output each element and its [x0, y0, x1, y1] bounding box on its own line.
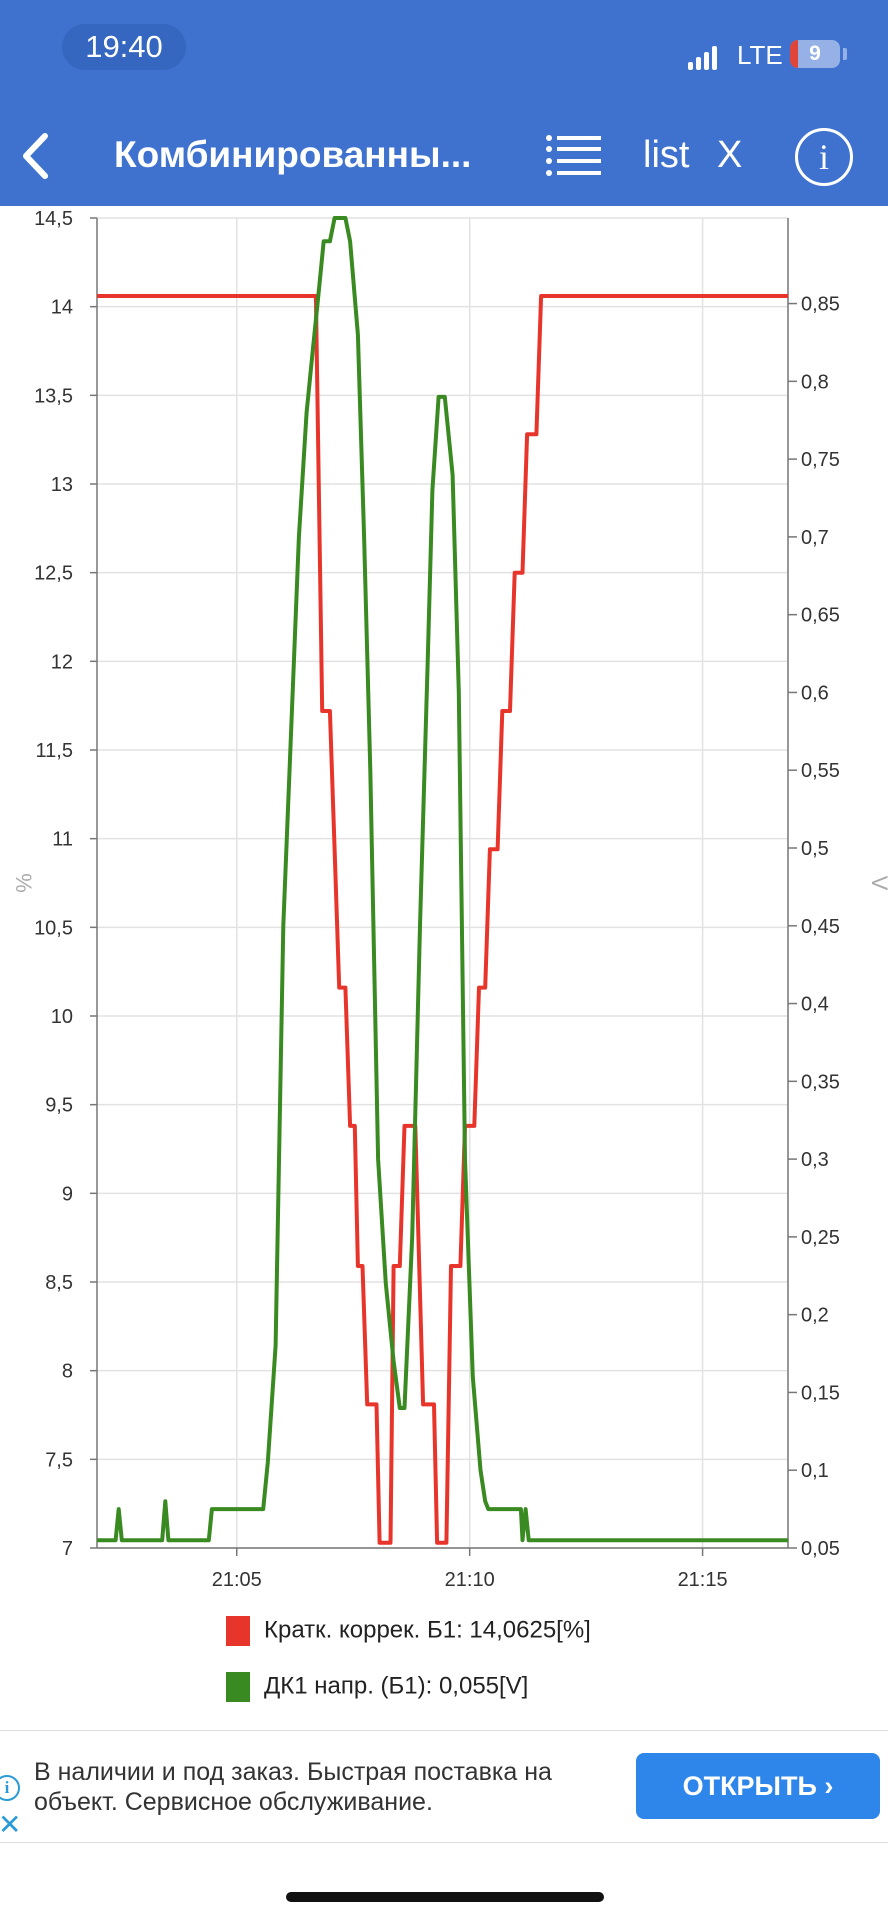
status-time: 19:40	[62, 24, 186, 70]
signal-icon	[688, 46, 718, 70]
home-indicator	[286, 1892, 604, 1902]
network-type: LTE	[737, 40, 783, 70]
left-tick-label: 9,5	[45, 1095, 73, 1117]
left-tick-label: 8	[62, 1361, 73, 1383]
left-tick-label: 10,5	[34, 917, 73, 939]
battery-tip	[843, 48, 847, 60]
left-tick-label: 12	[51, 651, 73, 673]
right-tick-label: 0,25	[801, 1227, 840, 1249]
y-left-unit-label: %	[11, 873, 36, 893]
left-tick-label: 12,5	[34, 563, 73, 585]
series-line-0	[97, 294, 788, 1545]
right-tick-label: 0,2	[801, 1305, 829, 1327]
right-tick-label: 0,7	[801, 527, 829, 549]
right-tick-label: 0,55	[801, 760, 840, 782]
list-icon[interactable]	[545, 134, 601, 178]
page-title: Комбинированны...	[114, 134, 472, 175]
right-tick-label: 0,3	[801, 1149, 829, 1171]
ad-open-label: ОТКРЫТЬ	[682, 1771, 817, 1801]
left-tick-label: 7,5	[45, 1449, 73, 1471]
right-tick-label: 0,4	[801, 994, 829, 1016]
info-icon[interactable]: i	[795, 128, 853, 186]
legend-swatch-green	[226, 1672, 250, 1702]
x-tick-label: 21:15	[678, 1569, 728, 1591]
right-tick-label: 0,65	[801, 605, 840, 627]
legend-label-short-trim: Кратк. коррек. Б1: 14,0625[%]	[264, 1616, 591, 1644]
left-tick-label: 11,5	[36, 740, 73, 762]
list-button[interactable]: list	[643, 134, 690, 176]
legend-swatch-red	[226, 1616, 250, 1646]
right-tick-label: 0,8	[801, 371, 829, 393]
right-tick-label: 0,5	[801, 838, 829, 860]
right-tick-label: 0,1	[801, 1460, 829, 1482]
back-chevron-icon	[23, 133, 48, 179]
right-tick-label: 0,35	[801, 1071, 840, 1093]
legend-item-o2-voltage: ДК1 напр. (Б1): 0,055[V]	[226, 1672, 528, 1702]
back-button[interactable]	[14, 126, 60, 186]
right-tick-label: 0,15	[801, 1382, 840, 1404]
series-line-1	[97, 216, 788, 1543]
ad-text: В наличии и под заказ. Быстрая поставка …	[34, 1758, 552, 1816]
legend-label-o2-voltage: ДК1 напр. (Б1): 0,055[V]	[264, 1672, 529, 1700]
left-tick-label: 11	[52, 829, 73, 851]
right-tick-label: 0,05	[801, 1538, 840, 1560]
left-tick-label: 14	[51, 297, 73, 319]
x-tick-label: 21:10	[445, 1569, 495, 1591]
ad-info-icon[interactable]: i	[0, 1775, 20, 1801]
right-tick-label: 0,85	[801, 294, 840, 316]
left-tick-label: 9	[62, 1183, 73, 1205]
battery-icon: 9	[790, 40, 840, 68]
left-tick-label: 10	[51, 1006, 73, 1028]
battery-level: 9	[809, 42, 821, 65]
legend-item-short-trim: Кратк. коррек. Б1: 14,0625[%]	[226, 1616, 591, 1646]
ad-banner: i ✕ В наличии и под заказ. Быстрая поста…	[0, 1730, 888, 1843]
y-right-unit-label: V	[867, 876, 888, 891]
line-chart: 7 7,5 8 8,5 9 9,5 10 10,5 11 11,5 12 12,5 13 13,5 14 14…	[11, 208, 888, 1591]
ad-open-button[interactable]: ОТКРЫТЬ ›	[636, 1753, 880, 1819]
right-tick-label: 0,45	[801, 916, 840, 938]
close-button[interactable]: X	[717, 134, 743, 176]
app-header: 19:40 LTE 9 Комбинированны... list X i	[0, 0, 888, 206]
left-tick-label: 8,5	[45, 1272, 73, 1294]
right-tick-label: 0,6	[801, 682, 829, 704]
x-tick-label: 21:05	[212, 1569, 262, 1591]
left-tick-label: 13,5	[34, 385, 73, 407]
left-tick-label: 7	[62, 1538, 73, 1560]
ad-close-icon[interactable]: ✕	[0, 1809, 22, 1840]
right-tick-label: 0,75	[801, 449, 840, 471]
left-tick-label: 14,5	[34, 208, 73, 230]
left-tick-label: 13	[51, 474, 73, 496]
